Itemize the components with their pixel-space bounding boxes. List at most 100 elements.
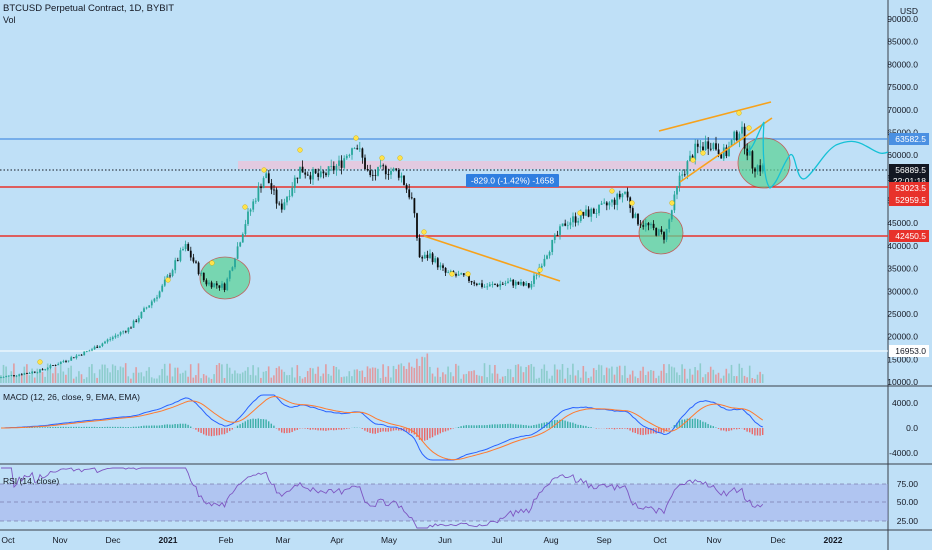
macd-hist-bar	[223, 428, 226, 435]
candle-body	[46, 368, 49, 370]
candle-body	[85, 351, 88, 352]
volume-bar	[600, 365, 603, 383]
volume-bar	[332, 365, 335, 383]
volume-bar	[239, 373, 241, 383]
macd-hist-bar	[158, 425, 161, 428]
candle-body	[192, 257, 195, 262]
volume-bar	[566, 367, 569, 383]
macd-hist-bar	[694, 418, 696, 428]
price-tick-label: 65000.0	[887, 127, 918, 137]
candle-body	[387, 174, 390, 175]
candle-body	[720, 154, 723, 159]
candle-body	[626, 191, 629, 198]
macd-hist-bar	[673, 425, 675, 428]
macd-hist-bar	[481, 425, 483, 428]
volume-bar	[192, 377, 195, 383]
volume-bar	[319, 376, 322, 383]
volume-bar	[572, 363, 574, 383]
macd-hist-bar	[413, 428, 415, 435]
volume-bar	[231, 373, 234, 383]
macd-hist-bar	[226, 428, 228, 433]
candle-body	[200, 272, 203, 275]
candle-body	[699, 146, 702, 148]
macd-hist-bar	[681, 419, 683, 428]
price-tick-label: 75000.0	[887, 82, 918, 92]
candle-body	[442, 265, 444, 268]
time-tick-label: Apr	[330, 535, 343, 545]
volume-bar	[309, 367, 312, 383]
candle-body	[468, 274, 470, 282]
macd-axis[interactable]: 4000.0 0.0 -4000.0	[889, 398, 918, 458]
volume-bar	[598, 364, 600, 383]
volume-bar	[91, 364, 93, 383]
rsi-axis[interactable]: 75.00 50.00 25.00	[897, 479, 919, 526]
volume-bar	[696, 370, 699, 383]
signal-marker	[353, 135, 359, 141]
volume-bar	[265, 371, 267, 383]
macd-hist-bar	[450, 428, 452, 430]
candle-body	[28, 373, 31, 374]
candle-body	[0, 377, 2, 379]
volume-bar	[15, 375, 18, 383]
volume-bar	[189, 364, 192, 383]
candle-body	[642, 225, 645, 227]
macd-hist-bar	[431, 428, 434, 438]
candle-body	[143, 308, 145, 312]
candle-body	[57, 363, 60, 366]
macd-hist-bar	[743, 428, 746, 430]
macd-hist-bar	[60, 426, 62, 428]
candle-body	[236, 246, 239, 259]
candle-body	[244, 224, 247, 234]
candle-body	[595, 213, 598, 214]
candle-body	[356, 148, 359, 150]
candle-body	[621, 193, 624, 198]
downtrend-line	[423, 235, 561, 282]
candle-body	[283, 202, 286, 210]
macd-hist-bar	[426, 428, 428, 440]
macd-hist-bar	[577, 424, 579, 428]
time-axis[interactable]: Oct Nov Dec 2021 Feb Mar Apr May Jun Jul Aug Sep Oct…	[1, 535, 842, 545]
macd-hist-bar	[231, 428, 233, 430]
macd-hist-bar	[262, 419, 265, 428]
macd-hist-bar	[34, 427, 36, 428]
volume-bar	[174, 367, 176, 383]
volume-bar	[663, 364, 665, 383]
candle-body	[702, 146, 704, 151]
price-badge	[889, 345, 929, 357]
volume-bar	[512, 377, 514, 383]
volume-bar	[213, 374, 215, 383]
volume-bar	[574, 375, 577, 383]
candle-body	[600, 203, 603, 205]
macd-hist-bar	[754, 428, 756, 436]
macd-hist-bar	[697, 419, 699, 428]
volume-bar	[374, 367, 377, 383]
candle-body	[184, 244, 187, 250]
macd-hist-bar	[624, 428, 626, 429]
macd-hist-bar	[678, 420, 681, 428]
candle-body	[488, 284, 491, 287]
volume-bar	[403, 366, 405, 383]
candle-body	[208, 282, 210, 285]
price-badge-label: 16953.0	[895, 346, 926, 356]
volume-bar	[618, 365, 621, 383]
candle-body	[444, 267, 447, 273]
macd-hist-bar	[634, 428, 636, 433]
candle-body	[278, 203, 281, 205]
volume-bar	[124, 363, 127, 383]
macd-hist-bar	[751, 428, 753, 435]
candle-body	[390, 170, 392, 175]
price-axis[interactable]: 90000.0 85000.0 80000.0 75000.0 70000.0 65000…	[887, 14, 918, 387]
candle-body	[101, 343, 104, 346]
macd-hist-bar	[756, 428, 759, 436]
macd-hist-bar	[606, 428, 608, 429]
volume-bar	[400, 363, 403, 383]
volume-bar	[733, 376, 735, 383]
macd-hist-bar	[132, 426, 135, 428]
volume-bar	[486, 377, 488, 383]
volume-bar	[356, 369, 358, 383]
macd-hist-bar	[611, 428, 613, 429]
candle-body	[751, 151, 754, 169]
time-tick-label: 2021	[159, 535, 178, 545]
macd-hist-bar	[138, 426, 140, 428]
